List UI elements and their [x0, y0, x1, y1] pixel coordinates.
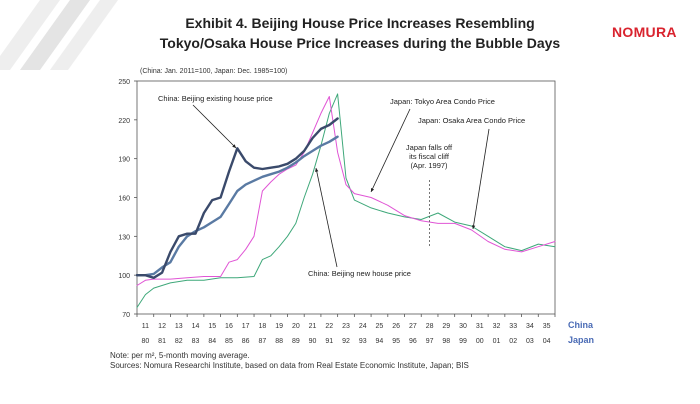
- chart-title: Exhibit 4. Beijing House Price Increases…: [120, 13, 600, 53]
- x-tick-label-china: 26: [392, 323, 400, 330]
- x-tick-label-china: 29: [442, 323, 450, 330]
- x-tick-label-japan: 03: [526, 338, 534, 345]
- annotation-beijing-existing: China: Beijing existing house price: [158, 94, 273, 103]
- x-tick-label-china: 19: [275, 323, 283, 330]
- x-tick-label-japan: 89: [292, 338, 300, 345]
- x-tick-label-china: 14: [192, 323, 200, 330]
- arrow-beijing-new-head: [315, 168, 319, 172]
- annotation-fiscal-cliff-line: Japan falls off: [406, 143, 453, 152]
- x-tick-label-japan: 86: [242, 338, 250, 345]
- y-tick-label: 70: [122, 312, 130, 319]
- annotation-tokyo: Japan: Tokyo Area Condo Price: [390, 97, 495, 106]
- annotation-fiscal-cliff-line: its fiscal cliff: [409, 152, 450, 161]
- annotation-fiscal-cliff-line: (Apr. 1997): [410, 161, 448, 170]
- x-tick-label-china: 22: [325, 323, 333, 330]
- x-tick-label-japan: 01: [493, 338, 501, 345]
- title-line-1: Exhibit 4. Beijing House Price Increases…: [185, 15, 535, 31]
- y-tick-label: 100: [118, 273, 130, 280]
- arrow-beijing-existing-head: [232, 144, 236, 148]
- title-line-2: Tokyo/Osaka House Price Increases during…: [159, 35, 561, 51]
- x-tick-label-japan: 80: [141, 338, 149, 345]
- x-tick-label-japan: 87: [259, 338, 267, 345]
- annotation-osaka: Japan: Osaka Area Condo Price: [418, 116, 525, 125]
- note-line-2: Sources: Nomura Researchi Institute, bas…: [110, 361, 469, 370]
- x-tick-label-china: 34: [526, 323, 534, 330]
- x-tick-label-china: 28: [426, 323, 434, 330]
- brand-chevron-logo: [0, 0, 118, 70]
- annotations: China: Beijing existing house price China…: [158, 94, 525, 278]
- x-tick-label-china: 15: [208, 323, 216, 330]
- chart-subtitle: (China: Jan. 2011=100, Japan: Dec. 1985=…: [140, 68, 287, 75]
- arrow-beijing-existing: [192, 104, 237, 149]
- x-tick-label-china: 30: [459, 323, 467, 330]
- x-tick-label-japan: 94: [376, 338, 384, 345]
- x-tick-label-japan: 93: [359, 338, 367, 345]
- y-tick-label: 190: [118, 157, 130, 164]
- x-tick-label-japan: 95: [392, 338, 400, 345]
- x-tick-label-china: 32: [493, 323, 501, 330]
- x-tick-label-japan: 90: [309, 338, 317, 345]
- x-tick-label-japan: 92: [342, 338, 350, 345]
- axes: 7010013016019022025011801281138214831584…: [118, 79, 594, 345]
- x-tick-label-japan: 88: [275, 338, 283, 345]
- x-tick-label-japan: 83: [192, 338, 200, 345]
- x-axis-label-china: China: [568, 320, 594, 330]
- x-tick-label-japan: 99: [459, 338, 467, 345]
- x-tick-label-china: 23: [342, 323, 350, 330]
- y-tick-label: 250: [118, 79, 130, 86]
- series-group: [135, 93, 556, 308]
- x-tick-label-japan: 96: [409, 338, 417, 345]
- x-axis-label-japan: Japan: [568, 335, 594, 345]
- x-tick-label-japan: 81: [158, 338, 166, 345]
- x-tick-label-japan: 82: [175, 338, 183, 345]
- x-tick-label-china: 35: [543, 323, 551, 330]
- series-line-beijing-new: [135, 135, 339, 277]
- series-line-tokyo: [136, 96, 556, 286]
- y-tick-label: 130: [118, 234, 130, 241]
- x-tick-label-china: 18: [259, 323, 267, 330]
- x-tick-label-china: 25: [376, 323, 384, 330]
- arrow-tokyo: [370, 108, 411, 193]
- x-tick-label-china: 17: [242, 323, 250, 330]
- x-tick-label-china: 16: [225, 323, 233, 330]
- x-tick-label-china: 27: [409, 323, 417, 330]
- x-tick-label-china: 31: [476, 323, 484, 330]
- x-tick-label-japan: 97: [426, 338, 434, 345]
- x-tick-label-china: 13: [175, 323, 183, 330]
- x-tick-label-china: 11: [142, 323, 149, 330]
- note-line-1: Note: per m², 5-month moving average.: [110, 351, 250, 360]
- x-tick-label-china: 33: [509, 323, 517, 330]
- x-tick-label-china: 20: [292, 323, 300, 330]
- arrow-beijing-new: [315, 167, 338, 268]
- x-tick-label-japan: 91: [325, 338, 333, 345]
- x-tick-label-china: 12: [158, 323, 166, 330]
- x-tick-label-japan: 85: [225, 338, 233, 345]
- x-tick-label-japan: 02: [509, 338, 517, 345]
- nomura-logo: NOMURA: [612, 24, 677, 40]
- x-tick-label-japan: 00: [476, 338, 484, 345]
- arrow-osaka: [472, 128, 490, 230]
- x-tick-label-china: 24: [359, 323, 367, 330]
- arrow-tokyo-head: [371, 188, 375, 192]
- y-tick-label: 160: [118, 196, 130, 203]
- annotation-beijing-new: China: Beijing new house price: [308, 269, 411, 278]
- chart-note: Note: per m², 5-month moving average. So…: [110, 351, 469, 371]
- x-tick-label-china: 21: [309, 323, 317, 330]
- x-tick-label-japan: 98: [442, 338, 450, 345]
- x-tick-label-japan: 04: [543, 338, 551, 345]
- y-tick-label: 220: [118, 118, 130, 125]
- arrow-osaka-head: [471, 225, 476, 229]
- x-tick-label-japan: 84: [208, 338, 216, 345]
- series-line-beijing-existing: [135, 117, 339, 279]
